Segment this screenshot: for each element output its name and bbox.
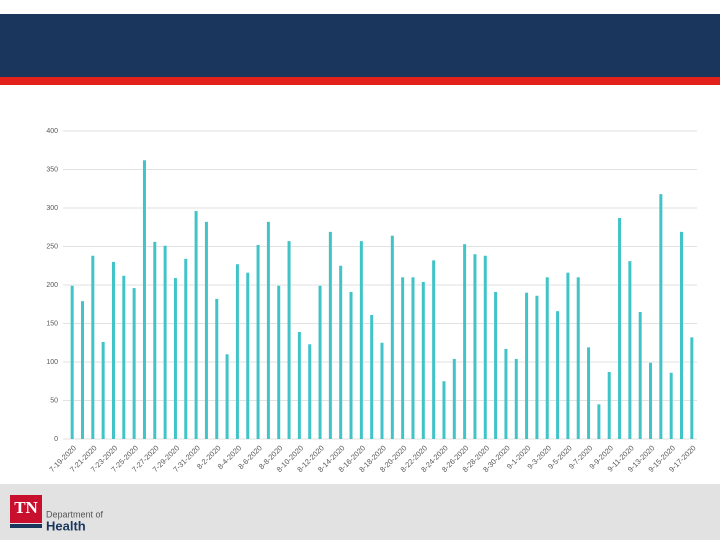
- bar: [370, 315, 374, 439]
- y-tick-label: 350: [46, 166, 58, 173]
- bar: [680, 231, 684, 439]
- bar: [80, 301, 84, 439]
- bar: [545, 277, 549, 439]
- y-tick-label: 200: [46, 282, 58, 289]
- bar: [597, 404, 601, 439]
- y-tick-label: 50: [50, 397, 58, 404]
- bar: [308, 344, 312, 439]
- bar: [556, 311, 560, 439]
- bar: [473, 254, 477, 439]
- bar: [173, 278, 177, 439]
- bar: [359, 241, 363, 439]
- bar: [514, 358, 518, 439]
- bar: [111, 261, 115, 439]
- logo-box: [10, 495, 42, 523]
- bar: [122, 275, 126, 439]
- footer-band: [0, 484, 720, 540]
- bar: [235, 264, 239, 439]
- header-band: [0, 14, 720, 77]
- bar: [215, 298, 219, 439]
- bar: [184, 258, 188, 439]
- bar: [101, 341, 105, 439]
- y-tick-label: 250: [46, 243, 58, 250]
- bar: [442, 381, 446, 439]
- bar: [452, 358, 456, 439]
- bar: [525, 292, 529, 439]
- bar: [349, 291, 353, 439]
- bar: [618, 218, 622, 439]
- bar: [70, 285, 74, 439]
- bar: [432, 260, 436, 439]
- logo-line1: Department of: [46, 509, 104, 519]
- bar: [277, 285, 281, 439]
- bar: [463, 244, 467, 439]
- bar: [504, 348, 508, 439]
- bar: [576, 277, 580, 439]
- bar: [142, 160, 146, 439]
- bar: [649, 362, 653, 439]
- logo-mark: TN: [14, 498, 38, 517]
- bar: [483, 255, 487, 439]
- bar: [266, 221, 270, 439]
- y-tick-label: 400: [46, 128, 58, 135]
- bar: [607, 372, 611, 439]
- y-tick-label: 100: [46, 359, 58, 366]
- bar: [91, 255, 95, 439]
- bar: [256, 244, 260, 439]
- header-stripe: [0, 77, 720, 85]
- bar: [494, 291, 498, 439]
- bar: [535, 295, 539, 439]
- logo-underline: [10, 524, 42, 528]
- bar: [339, 265, 343, 439]
- bar: [411, 277, 415, 439]
- bar: [390, 235, 394, 439]
- bar: [153, 241, 157, 439]
- bar: [628, 261, 632, 439]
- bar: [690, 337, 694, 439]
- bar: [246, 272, 250, 439]
- y-tick-label: 300: [46, 205, 58, 212]
- bar: [163, 245, 167, 439]
- bar: [287, 241, 291, 439]
- bar: [328, 231, 332, 439]
- bar: [194, 211, 198, 439]
- bar: [318, 285, 322, 439]
- bar: [204, 221, 208, 439]
- bar: [225, 354, 229, 439]
- bar: [401, 277, 405, 439]
- bar: [297, 331, 301, 439]
- y-tick-label: 150: [46, 320, 58, 327]
- bar: [669, 372, 673, 439]
- logo-line2: Health: [46, 518, 86, 533]
- bar: [587, 347, 591, 439]
- bar: [380, 342, 384, 439]
- bar: [566, 272, 570, 439]
- bar: [421, 281, 425, 439]
- bar: [638, 311, 642, 439]
- bar: [132, 288, 136, 439]
- y-tick-label: 0: [54, 436, 58, 443]
- bar: [659, 194, 663, 439]
